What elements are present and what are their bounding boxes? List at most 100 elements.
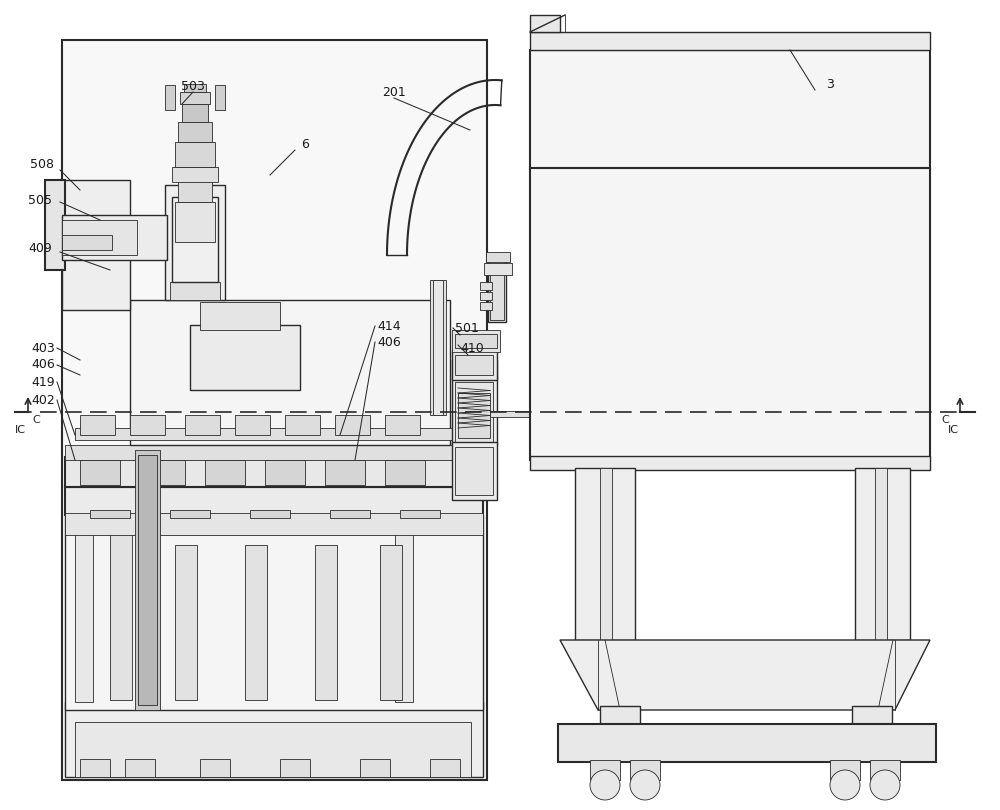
Bar — [590, 760, 620, 780]
Bar — [235, 415, 270, 435]
Text: 3: 3 — [826, 79, 834, 92]
Bar — [484, 263, 512, 275]
Bar — [385, 415, 420, 435]
Bar — [600, 706, 640, 728]
Bar — [490, 260, 504, 320]
Bar — [65, 487, 483, 515]
Text: 406: 406 — [377, 335, 401, 348]
Bar — [172, 197, 218, 282]
Bar — [110, 530, 132, 700]
Bar — [852, 706, 892, 728]
Bar — [125, 759, 155, 777]
Bar — [486, 252, 510, 262]
Bar — [90, 510, 130, 518]
Bar — [145, 460, 185, 485]
Text: 409: 409 — [28, 241, 52, 254]
Circle shape — [870, 770, 900, 800]
Bar — [62, 180, 130, 310]
Bar — [385, 460, 425, 485]
Bar — [600, 468, 612, 640]
Bar — [200, 759, 230, 777]
Text: 410: 410 — [460, 342, 484, 355]
Bar — [430, 280, 446, 415]
Text: 503: 503 — [181, 80, 205, 93]
Bar — [875, 468, 887, 640]
Bar — [530, 50, 930, 170]
Bar — [80, 759, 110, 777]
Bar — [575, 468, 635, 640]
Bar — [190, 325, 300, 390]
Bar — [455, 355, 493, 375]
Bar — [380, 545, 402, 700]
Bar — [430, 759, 460, 777]
Bar — [280, 759, 310, 777]
Bar — [45, 180, 65, 270]
Text: 402: 402 — [31, 394, 55, 407]
Bar — [178, 122, 212, 142]
Bar — [285, 415, 320, 435]
Bar — [480, 282, 492, 290]
Bar — [250, 510, 290, 518]
Bar — [62, 40, 487, 780]
Text: C: C — [32, 415, 40, 425]
Polygon shape — [560, 640, 930, 710]
Bar — [630, 760, 660, 780]
Text: 419: 419 — [31, 376, 55, 389]
Bar — [130, 415, 165, 435]
Text: 501: 501 — [455, 322, 479, 335]
Bar — [325, 460, 365, 485]
Bar — [857, 728, 889, 750]
Bar — [330, 510, 370, 518]
Bar — [182, 104, 208, 122]
Bar — [870, 760, 900, 780]
Bar — [530, 168, 930, 460]
Text: IC: IC — [948, 425, 959, 435]
Circle shape — [590, 770, 620, 800]
Bar — [185, 415, 220, 435]
Bar — [184, 84, 206, 92]
Bar — [452, 360, 497, 445]
Polygon shape — [530, 15, 560, 32]
Bar — [200, 302, 280, 330]
Bar — [452, 330, 500, 352]
Bar — [458, 393, 490, 438]
Bar — [170, 510, 210, 518]
Bar — [65, 702, 483, 777]
Bar — [62, 235, 112, 250]
Bar — [530, 32, 930, 50]
Text: 406: 406 — [31, 359, 55, 372]
Bar — [265, 460, 305, 485]
Bar — [480, 302, 492, 310]
Text: 6: 6 — [301, 139, 309, 151]
Bar — [360, 759, 390, 777]
Bar — [65, 457, 483, 487]
Bar — [480, 292, 492, 300]
Bar — [75, 522, 93, 702]
Bar — [170, 282, 220, 300]
Bar — [172, 167, 218, 182]
Bar — [530, 456, 930, 470]
Bar — [400, 510, 440, 518]
Circle shape — [830, 770, 860, 800]
Bar — [335, 415, 370, 435]
Bar — [490, 411, 540, 417]
Bar — [165, 185, 225, 300]
Bar — [455, 382, 493, 442]
Bar — [558, 724, 936, 762]
Bar — [455, 334, 497, 348]
Bar — [315, 545, 337, 700]
Bar — [65, 513, 483, 535]
Bar — [452, 442, 497, 500]
Bar — [75, 722, 471, 777]
Bar — [62, 215, 167, 260]
Bar — [80, 415, 115, 435]
Circle shape — [630, 770, 660, 800]
Bar — [433, 280, 443, 415]
Bar — [65, 445, 483, 460]
Bar — [205, 460, 245, 485]
Bar — [488, 257, 506, 322]
Bar — [75, 428, 465, 440]
Text: 505: 505 — [28, 194, 52, 207]
Bar — [62, 220, 137, 255]
Text: IC: IC — [15, 425, 26, 435]
